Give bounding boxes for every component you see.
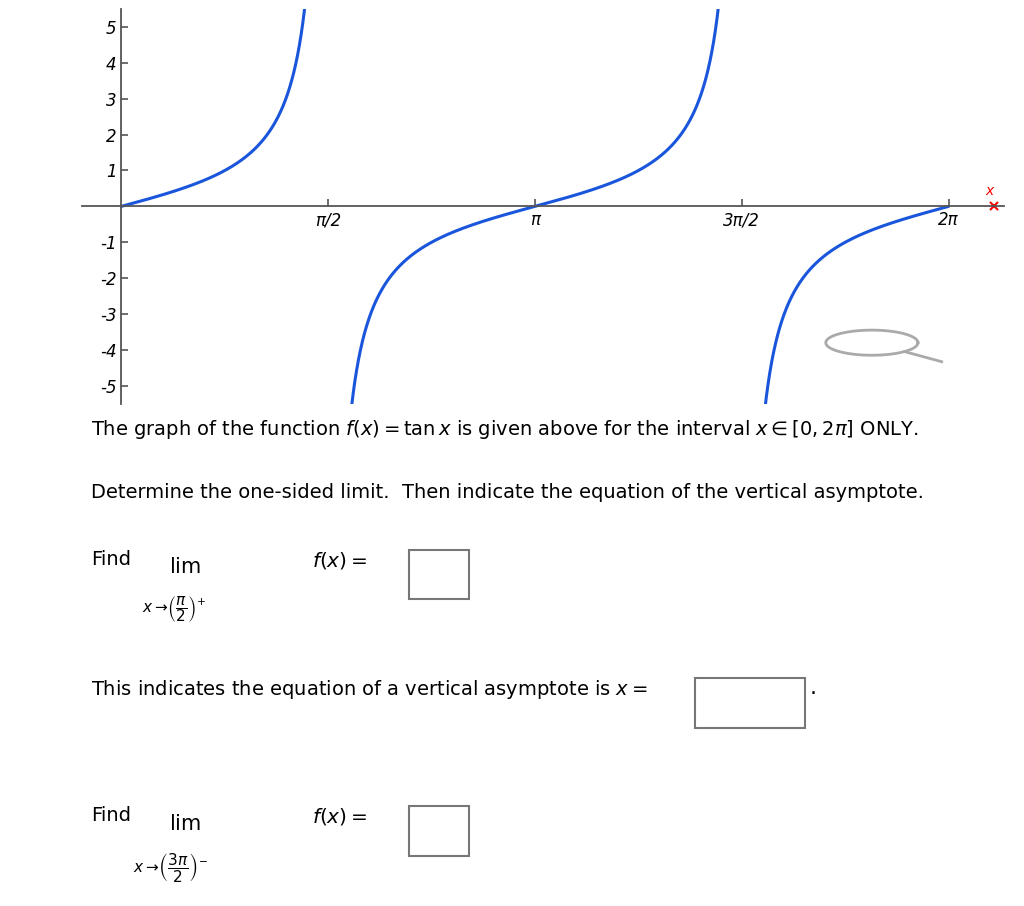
Bar bbox=[694, 679, 805, 728]
Text: $\lim$: $\lim$ bbox=[170, 557, 202, 577]
Text: This indicates the equation of a vertical asymptote is $x =$: This indicates the equation of a vertica… bbox=[91, 679, 648, 701]
Text: The graph of the function $f(x) = \tan x$ is given above for the interval $x \in: The graph of the function $f(x) = \tan x… bbox=[91, 419, 919, 441]
Text: Determine the one-sided limit.  Then indicate the equation of the vertical asymp: Determine the one-sided limit. Then indi… bbox=[91, 483, 924, 502]
Text: $f(x) =$: $f(x) =$ bbox=[312, 550, 368, 571]
Text: $\lim$: $\lim$ bbox=[170, 814, 202, 834]
Bar bbox=[410, 806, 469, 856]
Text: $x\to\!\left(\dfrac{3\pi}{2}\right)^{\!-}$: $x\to\!\left(\dfrac{3\pi}{2}\right)^{\!-… bbox=[133, 851, 208, 884]
Text: $x$: $x$ bbox=[985, 185, 995, 198]
Text: Find: Find bbox=[91, 806, 131, 825]
Text: $f(x) =$: $f(x) =$ bbox=[312, 806, 368, 827]
Bar bbox=[410, 550, 469, 599]
Text: .: . bbox=[810, 679, 817, 699]
Text: Find: Find bbox=[91, 550, 131, 569]
Text: $x\to\!\left(\dfrac{\pi}{2}\right)^{\!+}$: $x\to\!\left(\dfrac{\pi}{2}\right)^{\!+}… bbox=[141, 594, 206, 624]
